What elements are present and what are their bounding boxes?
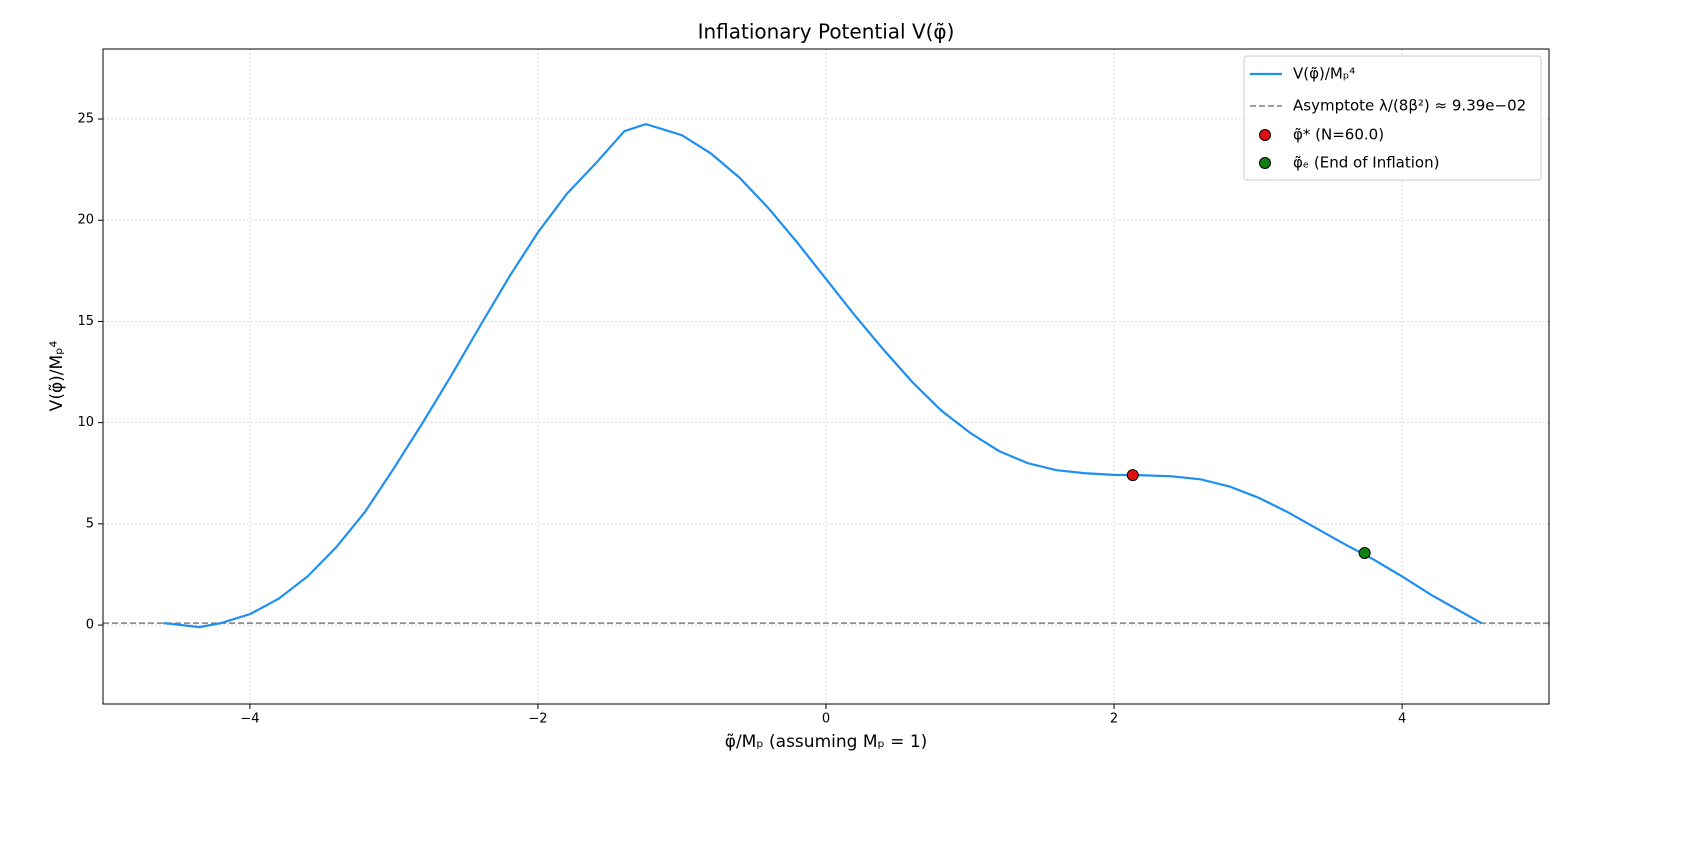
legend-box — [1243, 55, 1542, 181]
y-axis-label: V(φ̃)/Mₚ⁴ — [47, 341, 67, 412]
point-marker — [1358, 547, 1371, 560]
y-tick-label: 15 — [77, 314, 94, 329]
legend-label: φ̃* (N=60.0) — [1293, 126, 1384, 144]
plot-frame — [102, 48, 1550, 705]
x-tick-label: 2 — [1110, 712, 1118, 727]
y-tick-label: 0 — [86, 618, 94, 633]
y-tick-label: 10 — [77, 415, 94, 430]
y-tick-label: 20 — [77, 213, 94, 228]
x-tick-label: 0 — [822, 712, 830, 727]
point-marker — [1126, 469, 1139, 482]
legend-label: φ̃ₑ (End of Inflation) — [1293, 154, 1439, 172]
line-series — [163, 122, 1482, 629]
legend-label: V(φ̃)/Mₚ⁴ — [1293, 65, 1355, 83]
legend-label: Asymptote λ/(8β²) ≈ 9.39e−02 — [1293, 97, 1526, 115]
x-tick-label: −2 — [528, 712, 547, 727]
x-tick-label: −4 — [240, 712, 259, 727]
chart-title: Inflationary Potential V(φ̃) — [698, 20, 955, 44]
y-tick-label: 5 — [86, 516, 94, 531]
y-tick-label: 25 — [77, 112, 94, 127]
legend-swatch — [1259, 129, 1271, 141]
x-tick-label: 4 — [1398, 712, 1406, 727]
x-axis-label: φ̃/Mₚ (assuming Mₚ = 1) — [725, 732, 928, 752]
legend-swatch — [1259, 157, 1271, 169]
legend: V(φ̃)/Mₚ⁴ Asymptote λ/(8β²) ≈ 9.39e−02 φ̃*… — [1243, 55, 1542, 181]
